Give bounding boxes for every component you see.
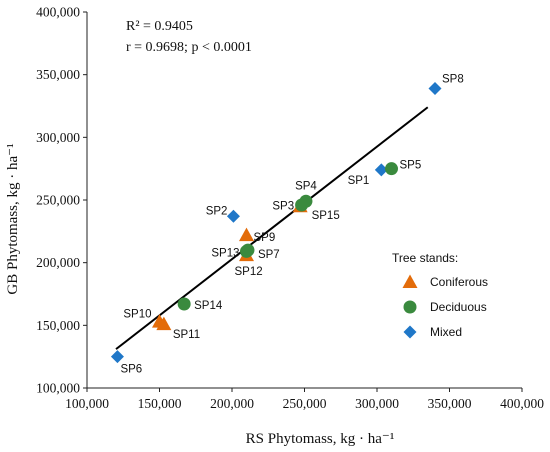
axes: 100,000 150,000 200,000 250,000 300,000 350,0… [36,5,544,412]
diamond-marker-sp2 [226,209,240,223]
circle-marker-sp15 [295,198,309,212]
point-label-sp10: SP10 [123,309,151,321]
y-tick-label: 200,000 [36,255,80,270]
point-label-sp2: SP2 [206,205,228,217]
point-label-sp13: SP13 [211,247,239,259]
point-label-sp15: SP15 [312,210,340,222]
circle-marker-sp13 [240,244,253,258]
legend-marker-coniferous [402,274,418,288]
data-points [110,81,442,364]
circle-marker-sp5 [385,162,398,176]
x-tick-label: 350,000 [428,396,472,411]
x-tick-label: 300,000 [355,396,399,411]
x-tick-label: 200,000 [210,396,254,411]
triangle-marker-sp9 [239,227,254,242]
legend: Tree stands: Coniferous Deciduous Mixed [392,251,488,339]
legend-title: Tree stands: [392,251,458,265]
y-tick-label: 150,000 [36,318,80,333]
legend-marker-deciduous [403,300,417,314]
point-label-sp5: SP5 [400,160,422,172]
legend-label-mixed: Mixed [430,325,462,339]
y-tick-label: 300,000 [36,130,80,145]
x-tick-label: 400,000 [500,396,544,411]
x-axis-title: RS Phytomass, kg · ha⁻¹ [246,431,395,447]
x-tick-label: 100,000 [65,396,109,411]
r2-annotation: R² = 0.9405 [126,19,193,34]
x-tick-label: 150,000 [138,396,182,411]
point-label-sp14: SP14 [194,300,223,312]
triangle-marker-sp11 [156,316,172,331]
point-label-sp8: SP8 [442,73,464,85]
y-tick-label: 400,000 [36,5,80,20]
point-label-sp3: SP3 [272,200,294,212]
legend-label-coniferous: Coniferous [430,275,488,289]
legend-marker-mixed [403,325,417,339]
circle-marker-sp14 [177,297,191,311]
trendline-group [115,106,429,350]
point-labels: SP8 SP1 SP2 SP6 SP3 SP9 SP12 SP10 SP11 SP5 SP4 SP15… [120,73,463,375]
stats-annotation: R² = 0.9405 r = 0.9698; p < 0.0001 [126,19,252,55]
correlation-annotation: r = 0.9698; p < 0.0001 [126,40,252,55]
point-label-sp9: SP9 [254,232,276,244]
x-tick-label: 250,000 [283,396,327,411]
point-label-sp12: SP12 [235,266,263,278]
y-axis-title: GB Phytomass, kg · ha⁻¹ [5,143,21,294]
point-label-sp1: SP1 [348,175,370,187]
diamond-marker-sp8 [428,81,442,95]
diamond-marker-sp1 [374,163,388,177]
y-tick-label: 350,000 [36,67,80,82]
point-label-sp6: SP6 [120,364,142,376]
y-tick-label: 250,000 [36,193,80,208]
trendline [115,106,429,350]
point-label-sp4: SP4 [295,180,317,192]
point-label-sp11: SP11 [173,329,200,341]
y-tick-label: 100,000 [36,381,80,396]
diamond-marker-sp6 [110,350,124,364]
point-label-sp7: SP7 [258,249,280,261]
legend-label-deciduous: Deciduous [430,300,487,314]
